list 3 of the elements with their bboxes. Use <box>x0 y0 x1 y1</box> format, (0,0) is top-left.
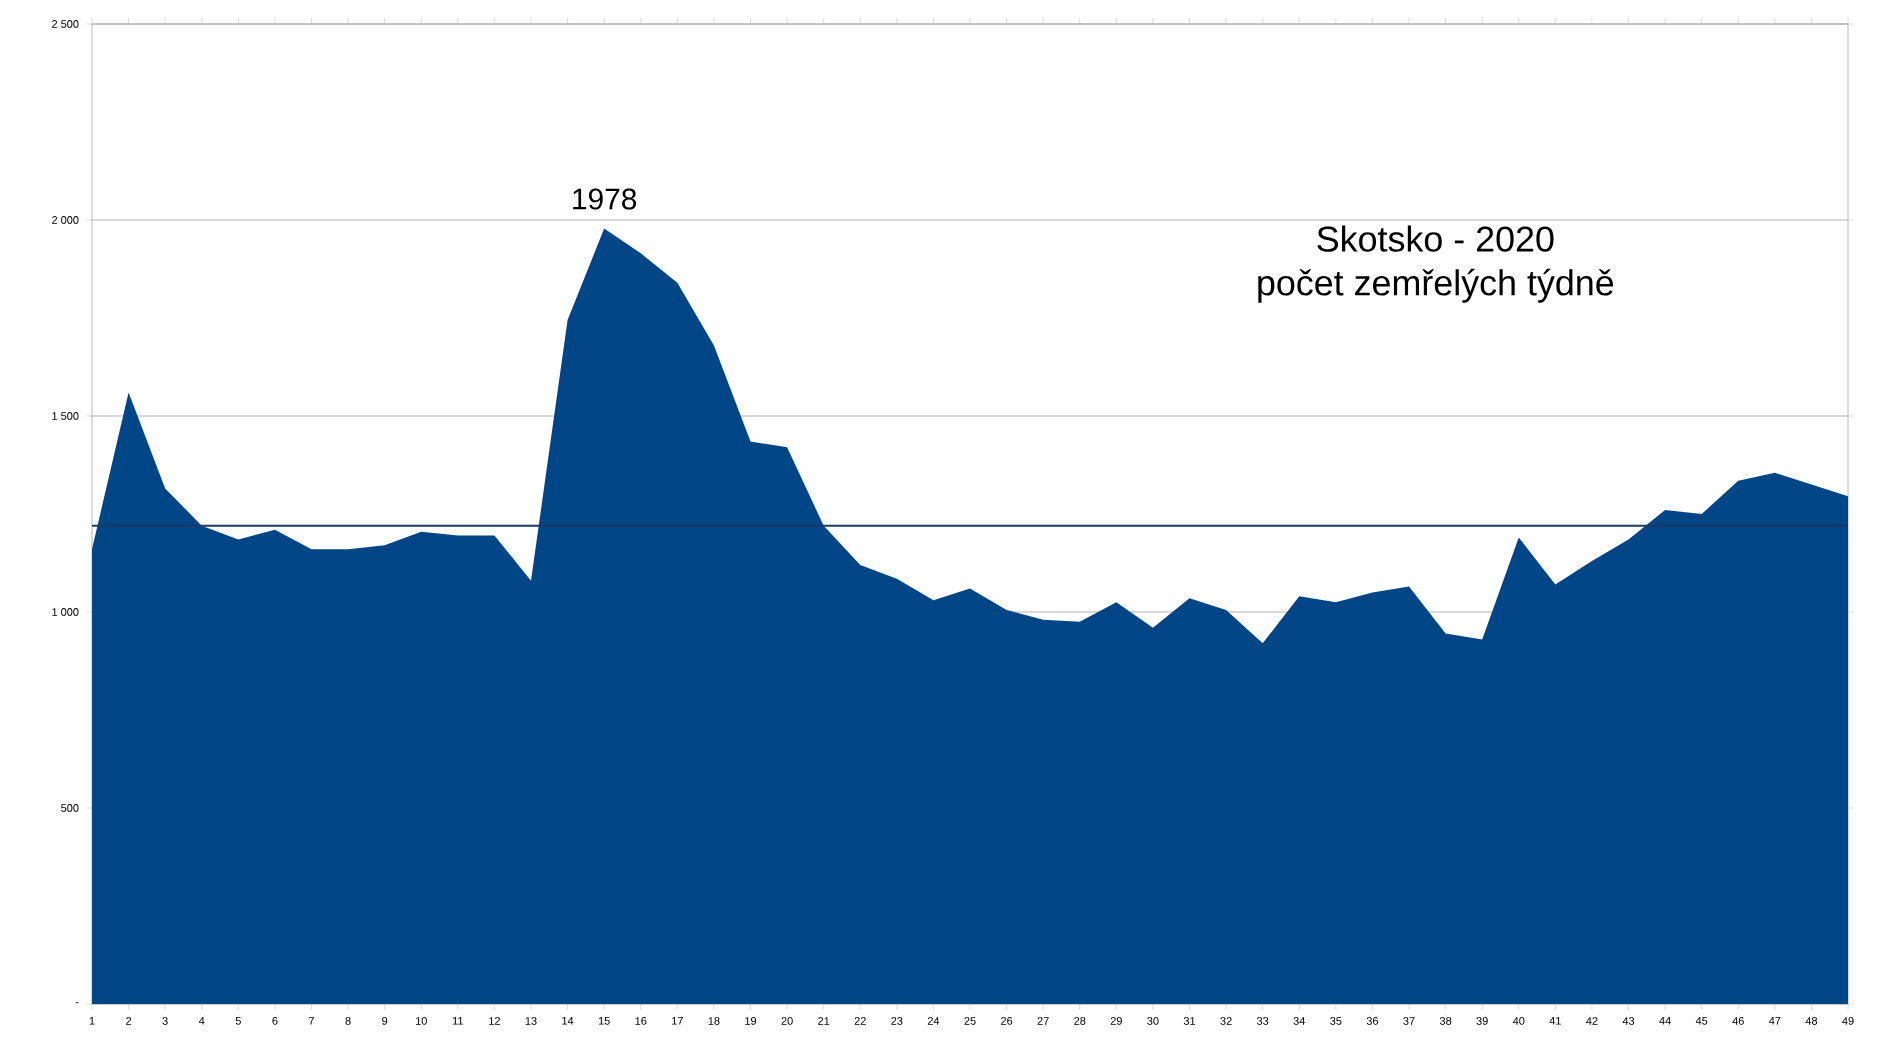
text: Skotsko - 2020 <box>1317 225 1554 252</box>
annotation: 1978 <box>573 188 637 210</box>
text: počet zemřelých týdně <box>1258 268 1614 303</box>
